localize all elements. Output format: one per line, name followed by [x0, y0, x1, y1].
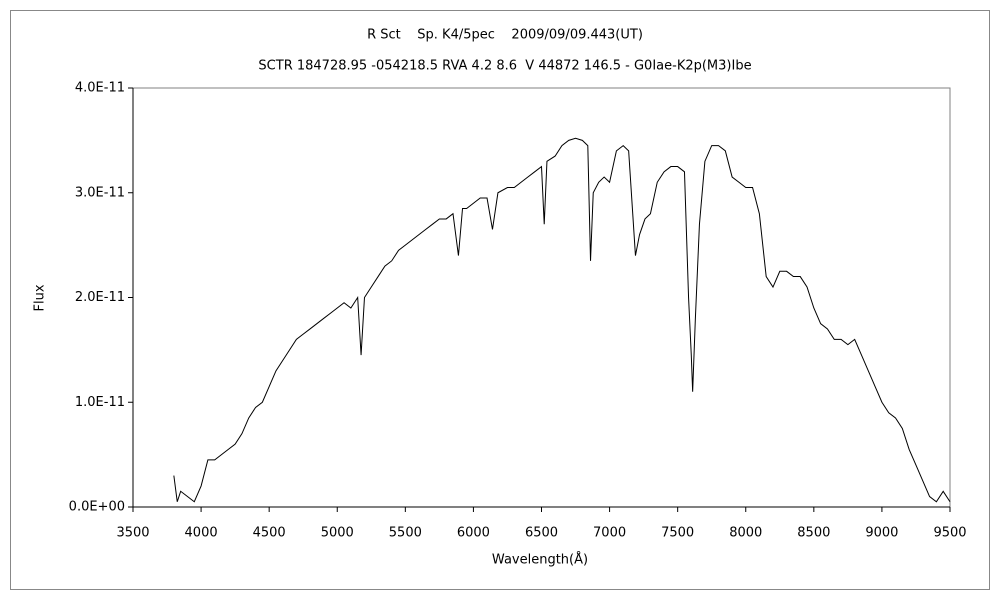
y-tick-label: 4.0E-11 — [75, 81, 125, 96]
x-tick-label: 9000 — [865, 526, 898, 541]
x-tick-label: 3500 — [116, 526, 149, 541]
x-tick-label: 9500 — [933, 526, 966, 541]
y-tick-label: 0.0E+00 — [69, 500, 125, 515]
x-tick-label: 8500 — [797, 526, 830, 541]
chart-subtitle: SCTR 184728.95 -054218.5 RVA 4.2 8.6 V 4… — [258, 59, 751, 74]
x-tick-label: 6500 — [525, 526, 558, 541]
x-tick-label: 4000 — [185, 526, 218, 541]
x-tick-label: 7000 — [593, 526, 626, 541]
x-tick-label: 5000 — [321, 526, 354, 541]
x-tick-label: 4500 — [253, 526, 286, 541]
y-tick-label: 3.0E-11 — [75, 185, 125, 200]
spectrum-line — [173, 137, 951, 503]
x-tick-label: 8000 — [729, 526, 762, 541]
x-tick-label: 5500 — [389, 526, 422, 541]
y-axis-label: Flux — [33, 284, 48, 311]
x-tick-label: 7500 — [661, 526, 694, 541]
chart-title: R Sct Sp. K4/5pec 2009/09/09.443(UT) — [367, 28, 643, 43]
x-axis-label: Wavelength(Å) — [492, 552, 588, 568]
chart-border — [10, 10, 990, 590]
y-tick-label: 2.0E-11 — [75, 290, 125, 305]
x-tick-label: 6000 — [457, 526, 490, 541]
y-tick-label: 1.0E-11 — [75, 395, 125, 410]
